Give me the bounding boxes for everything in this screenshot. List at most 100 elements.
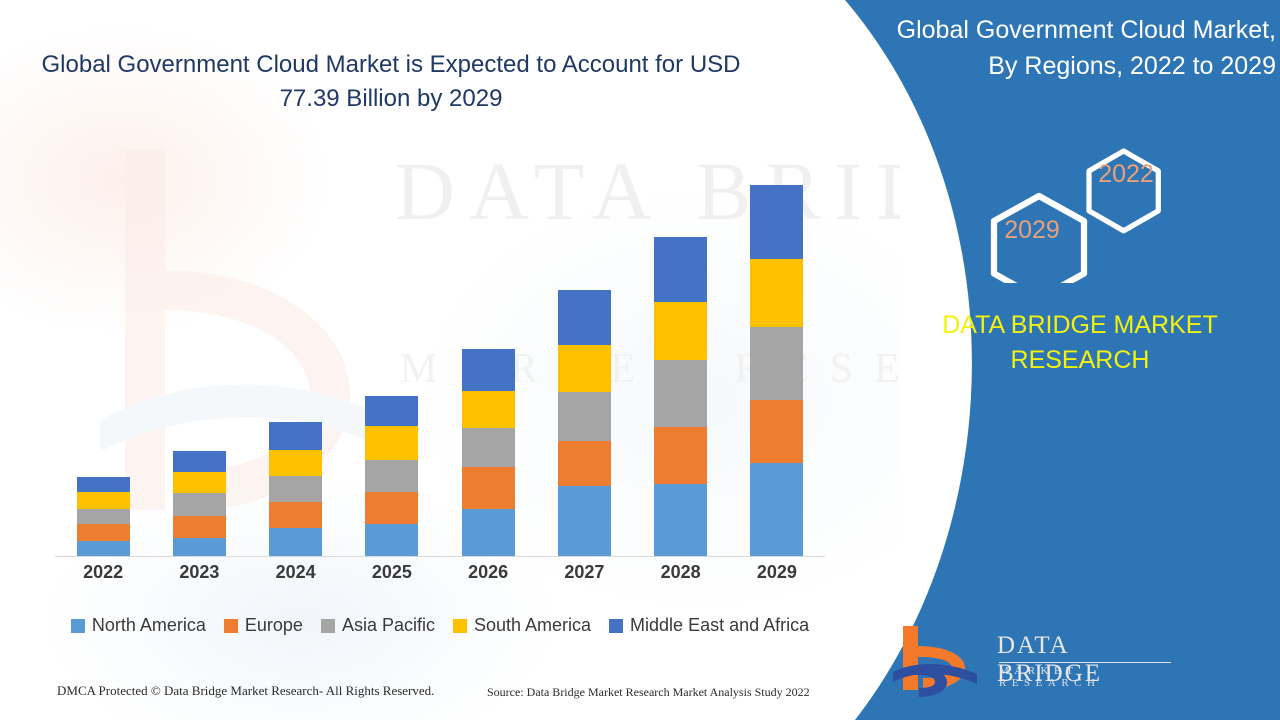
brand-name-line2: RESEARCH bbox=[1010, 346, 1150, 374]
footer-copyright: DMCA Protected © Data Bridge Market Rese… bbox=[57, 683, 435, 698]
stacked-bar-chart bbox=[55, 150, 825, 560]
bar-slot bbox=[633, 150, 729, 556]
bar-segment[interactable] bbox=[654, 427, 708, 484]
x-axis-label: 2025 bbox=[371, 562, 412, 582]
bar-segment[interactable] bbox=[269, 528, 323, 556]
bar-segment[interactable] bbox=[461, 391, 515, 428]
bar-slot bbox=[55, 150, 151, 556]
bar-segment[interactable] bbox=[172, 472, 226, 493]
legend-label: South America bbox=[473, 615, 592, 635]
bar-segment[interactable] bbox=[365, 396, 419, 426]
footer: DMCA Protected © Data Bridge Market Rese… bbox=[0, 683, 900, 711]
legend-item[interactable]: South America bbox=[452, 615, 592, 636]
stacked-bar[interactable] bbox=[172, 451, 226, 556]
bar-slot bbox=[151, 150, 247, 556]
legend-label: North America bbox=[91, 615, 206, 635]
legend-swatch-icon bbox=[320, 618, 335, 633]
legend-swatch-icon bbox=[70, 618, 85, 633]
bar-segment[interactable] bbox=[172, 538, 226, 556]
bar-slot bbox=[729, 150, 825, 556]
x-axis-label: 2027 bbox=[564, 562, 605, 582]
bar-segment[interactable] bbox=[654, 302, 708, 360]
legend-swatch-icon bbox=[223, 618, 238, 633]
bar-segment[interactable] bbox=[172, 451, 226, 472]
bar-segment[interactable] bbox=[654, 237, 708, 302]
legend-item[interactable]: Asia Pacific bbox=[320, 615, 435, 636]
legend-item[interactable]: North America bbox=[70, 615, 206, 636]
stacked-bar[interactable] bbox=[365, 396, 419, 556]
bar-segment[interactable] bbox=[557, 486, 611, 556]
x-axis-label: 2029 bbox=[756, 562, 797, 582]
bar-segment[interactable] bbox=[750, 327, 804, 400]
company-logo: DATA BRIDGE MARKET RESEARCH bbox=[885, 618, 1171, 700]
bar-segment[interactable] bbox=[750, 463, 804, 556]
hexagon-badges: 2029 2022 bbox=[980, 128, 1180, 302]
x-axis-label: 2023 bbox=[179, 562, 220, 582]
chart-legend: North America Europe Asia Pacific South Ame… bbox=[55, 615, 825, 636]
bar-segment[interactable] bbox=[172, 516, 226, 538]
legend-item[interactable]: Europe bbox=[223, 615, 303, 636]
stacked-bar[interactable] bbox=[269, 422, 323, 556]
bar-segment[interactable] bbox=[557, 345, 611, 392]
legend-label: Europe bbox=[244, 615, 303, 635]
bar-segment[interactable] bbox=[557, 441, 611, 486]
logo-text-secondary: MARKET RESEARCH bbox=[999, 665, 1101, 689]
plot-area bbox=[55, 150, 825, 557]
bar-segment[interactable] bbox=[269, 476, 323, 502]
stacked-bar[interactable] bbox=[461, 349, 515, 556]
legend-swatch-icon bbox=[609, 618, 624, 633]
legend-label: Middle East and Africa bbox=[630, 615, 810, 635]
bar-segment[interactable] bbox=[654, 484, 708, 556]
brand-name: DATA BRIDGE MARKET RESEARCH bbox=[900, 308, 1260, 378]
hex-label-2022: 2022 bbox=[1098, 160, 1154, 188]
bar-slot bbox=[536, 150, 632, 556]
bar-segment[interactable] bbox=[365, 524, 419, 556]
hexagon-outline-icon bbox=[990, 148, 1161, 302]
bar-group bbox=[55, 150, 825, 556]
bar-segment[interactable] bbox=[76, 541, 130, 556]
bar-segment[interactable] bbox=[557, 392, 611, 441]
bar-segment[interactable] bbox=[365, 460, 419, 492]
x-axis-label: 2026 bbox=[468, 562, 509, 582]
bar-segment[interactable] bbox=[557, 290, 611, 345]
watermark-text-top: DATA BRIDGE bbox=[395, 145, 900, 237]
legend-swatch-icon bbox=[452, 618, 467, 633]
bar-segment[interactable] bbox=[269, 422, 323, 450]
bar-segment[interactable] bbox=[365, 426, 419, 460]
x-axis-line bbox=[55, 556, 825, 557]
bar-slot bbox=[248, 150, 344, 556]
bar-segment[interactable] bbox=[750, 185, 804, 259]
stacked-bar[interactable] bbox=[76, 477, 130, 556]
chart-panel: DATA BRIDGE MARKET RESEARCH Global Gover… bbox=[0, 0, 900, 720]
bar-segment[interactable] bbox=[76, 509, 130, 524]
stacked-bar[interactable] bbox=[750, 185, 804, 556]
bar-segment[interactable] bbox=[461, 349, 515, 391]
bar-segment[interactable] bbox=[76, 492, 130, 509]
bar-slot bbox=[344, 150, 440, 556]
x-axis-label: 2022 bbox=[83, 562, 124, 582]
bar-segment[interactable] bbox=[269, 450, 323, 476]
stacked-bar[interactable] bbox=[557, 290, 611, 556]
bar-segment[interactable] bbox=[172, 493, 226, 516]
bar-segment[interactable] bbox=[76, 524, 130, 541]
bar-segment[interactable] bbox=[461, 428, 515, 467]
bar-segment[interactable] bbox=[76, 477, 130, 492]
brand-name-line1: DATA BRIDGE MARKET bbox=[942, 311, 1218, 339]
bar-segment[interactable] bbox=[750, 259, 804, 327]
bar-segment[interactable] bbox=[365, 492, 419, 524]
bar-slot bbox=[440, 150, 536, 556]
bar-segment[interactable] bbox=[461, 467, 515, 509]
legend-item[interactable]: Middle East and Africa bbox=[609, 615, 809, 636]
brand-panel-title: Global Government Cloud Market, By Regio… bbox=[896, 16, 1276, 80]
hex-label-2029: 2029 bbox=[1004, 216, 1060, 244]
stacked-bar[interactable] bbox=[654, 237, 708, 556]
bar-segment[interactable] bbox=[461, 509, 515, 556]
bar-segment[interactable] bbox=[750, 400, 804, 463]
legend-label: Asia Pacific bbox=[341, 615, 435, 635]
x-axis-tick-labels: 2022 2023 2024 2025 2026 2027 2028 2029 bbox=[55, 562, 825, 583]
x-axis-label: 2028 bbox=[660, 562, 701, 582]
bar-segment[interactable] bbox=[269, 502, 323, 528]
page-title: Global Government Cloud Market is Expect… bbox=[41, 51, 741, 112]
bar-segment[interactable] bbox=[654, 360, 708, 427]
